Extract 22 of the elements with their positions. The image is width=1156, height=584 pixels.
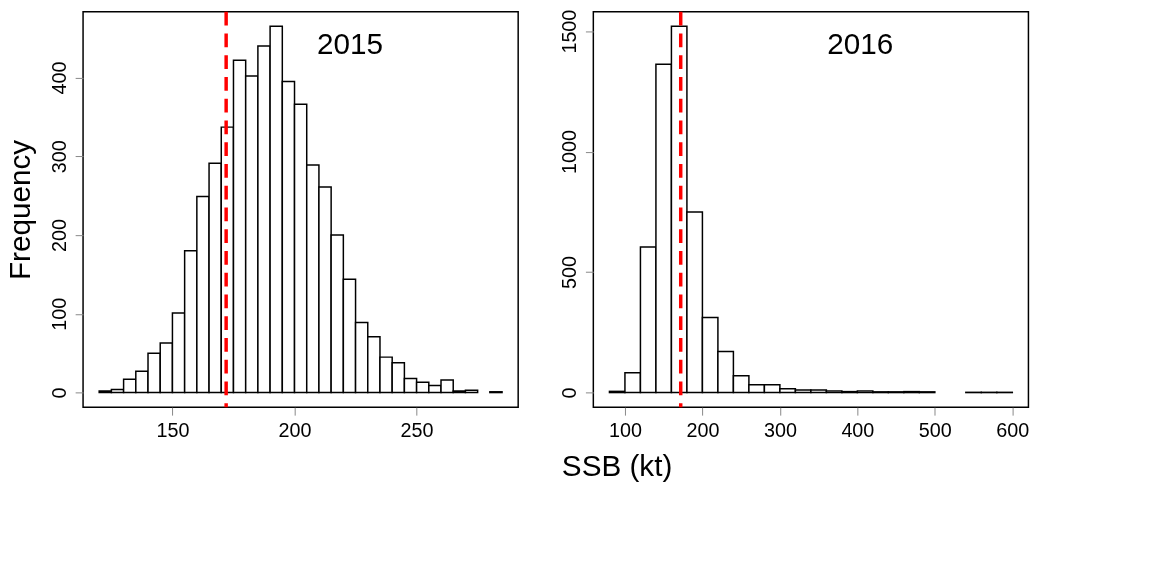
y-tick-label: 400	[47, 61, 70, 95]
annotation: 2015	[317, 27, 384, 61]
x-tick-label: 150	[156, 419, 190, 442]
x-tick-label: 100	[608, 419, 642, 442]
x-tick-label: 200	[278, 419, 312, 442]
y-tick-label: 500	[558, 256, 581, 290]
x-tick-label: 600	[996, 419, 1030, 442]
y-tick-label: 1500	[558, 9, 581, 54]
x-tick-label: 300	[763, 419, 797, 442]
y-tick-label: 200	[47, 219, 70, 253]
x-tick-label: 500	[918, 419, 952, 442]
x-tick-label: 200	[686, 419, 720, 442]
x-axis-title: SSB (kt)	[561, 449, 673, 483]
y-tick-label: 300	[47, 140, 70, 174]
x-tick-label: 250	[400, 419, 434, 442]
y-tick-label: 0	[558, 387, 581, 399]
y-tick-label: 0	[47, 387, 70, 399]
x-tick-label: 400	[841, 419, 875, 442]
annotation: 2016	[827, 27, 894, 61]
y-tick-label: 1000	[558, 130, 581, 175]
y-tick-label: 100	[47, 297, 70, 331]
y-axis-title: Frequency	[3, 139, 37, 280]
